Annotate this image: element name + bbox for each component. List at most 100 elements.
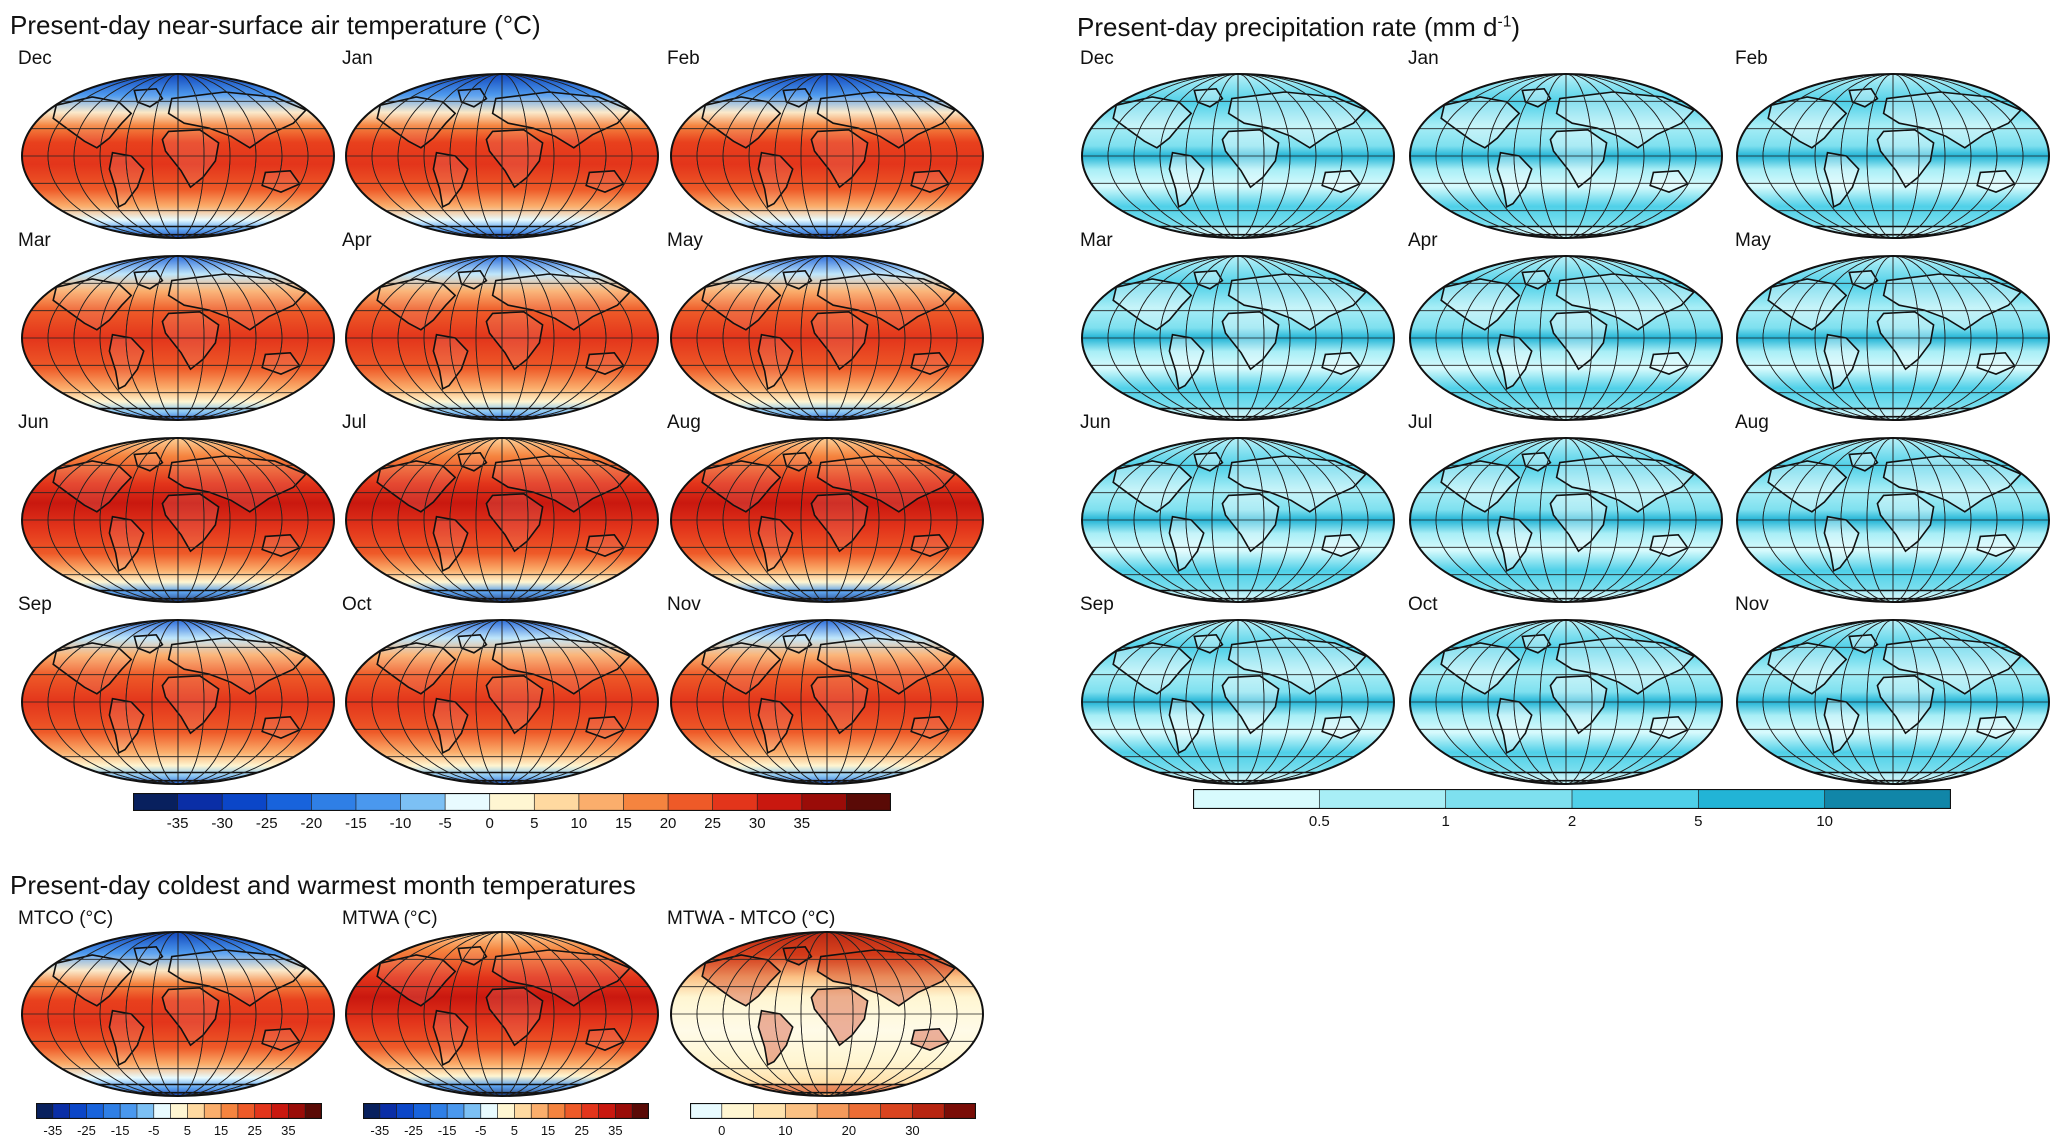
colorbar-swatch <box>119 1103 138 1119</box>
colorbar-swatch <box>271 1103 290 1119</box>
temperature-map-may <box>670 255 984 421</box>
temperature-map-label-jan: Jan <box>342 48 373 69</box>
colorbar-tick-label: -5 <box>147 1123 160 1138</box>
colorbar-tick-label: 10 <box>1816 813 1833 830</box>
colorbar-tick-label: 1 <box>1441 813 1450 830</box>
colorbar-swatch <box>311 793 357 811</box>
colorbar-swatch <box>1318 789 1447 809</box>
colorbar-tick-label: -15 <box>110 1123 130 1138</box>
temperature-map-label-mar: Mar <box>18 230 51 251</box>
colorbar-tick-label: -35 <box>370 1123 390 1138</box>
temperature-map-label-sep: Sep <box>18 594 52 615</box>
colorbar-swatch <box>564 1103 583 1119</box>
precipitation-map-dec <box>1081 73 1395 239</box>
temperature-map-label-dec: Dec <box>18 48 52 69</box>
colorbar-tick-label: 15 <box>213 1123 229 1138</box>
colorbar-tick-label: 35 <box>281 1123 296 1138</box>
mtco-map-label: MTCO (°C) <box>18 908 114 929</box>
colorbar-tick-label: 5 <box>1694 813 1703 830</box>
temperature-map-label-oct: Oct <box>342 594 372 615</box>
temperature-map-sep <box>21 619 335 785</box>
temperature-map-aug <box>670 437 984 603</box>
colorbar-tick-label: -5 <box>438 815 452 832</box>
colorbar-swatch <box>170 1103 189 1119</box>
precipitation-map-label-nov: Nov <box>1735 594 1769 615</box>
colorbar-swatch <box>690 1103 723 1119</box>
colorbar-swatch <box>203 1103 222 1119</box>
precipitation-map-label-sep: Sep <box>1080 594 1114 615</box>
temperature-map-label-aug: Aug <box>667 412 701 433</box>
colorbar-swatch <box>1824 789 1951 809</box>
precipitation-map-label-apr: Apr <box>1408 230 1438 251</box>
colorbar-swatch <box>187 1103 206 1119</box>
precipitation-map-sep <box>1081 619 1395 785</box>
colorbar-swatch <box>237 1103 256 1119</box>
colorbar-swatch <box>615 1103 634 1119</box>
colorbar-swatch <box>1571 789 1700 809</box>
colorbar-tick-label: -35 <box>43 1123 63 1138</box>
colorbar-tick-label: 0 <box>718 1123 726 1138</box>
temperature-map-label-nov: Nov <box>667 594 701 615</box>
temperature-map-label-apr: Apr <box>342 230 372 251</box>
colorbar-swatch <box>254 1103 273 1119</box>
colorbar-swatch <box>497 1103 516 1119</box>
colorbar-swatch <box>578 793 625 811</box>
colorbar-tick-label: -25 <box>77 1123 96 1138</box>
temperature-map-apr <box>345 255 659 421</box>
colorbar-swatch <box>102 1103 121 1119</box>
colorbar-swatch <box>1445 789 1573 809</box>
precipitation-map-label-mar: Mar <box>1080 230 1113 251</box>
precipitation-map-nov <box>1736 619 2050 785</box>
precipitation-map-label-dec: Dec <box>1080 48 1114 69</box>
colorbar-swatch <box>220 1103 239 1119</box>
colorbar-tick-label: 15 <box>615 815 632 832</box>
temperature-map-label-feb: Feb <box>667 48 700 69</box>
colorbar-swatch <box>304 1103 322 1119</box>
colorbar-swatch <box>400 793 446 811</box>
mtco-map <box>21 931 335 1097</box>
precipitation-map-jun <box>1081 437 1395 603</box>
precipitation-colorbar <box>1193 789 1951 809</box>
colorbar-swatch <box>912 1103 946 1119</box>
colorbar-tick-label: 25 <box>247 1123 262 1138</box>
mtwa-minus-mtco-map <box>670 931 984 1097</box>
precipitation-map-label-may: May <box>1735 230 1771 251</box>
colorbar-tick-label: -15 <box>437 1123 457 1138</box>
colorbar-tick-label: -35 <box>166 815 189 832</box>
temperature-map-nov <box>670 619 984 785</box>
colorbar-swatch <box>413 1103 432 1119</box>
precipitation-map-jan <box>1409 73 1723 239</box>
colorbar-swatch <box>136 1103 155 1119</box>
precipitation-map-apr <box>1409 255 1723 421</box>
colorbar-tick-label: 20 <box>841 1123 857 1138</box>
colorbar-swatch <box>463 1103 482 1119</box>
colorbar-swatch <box>581 1103 600 1119</box>
colorbar-tick-label: -5 <box>474 1123 487 1138</box>
colorbar-tick-label: 20 <box>659 815 677 832</box>
colorbar-swatch <box>396 1103 415 1119</box>
colorbar-swatch <box>480 1103 499 1119</box>
temperature-map-oct <box>345 619 659 785</box>
colorbar-swatch <box>363 1103 381 1119</box>
precipitation-map-label-aug: Aug <box>1735 412 1769 433</box>
temperature-colorbar <box>133 793 891 811</box>
colorbar-swatch <box>153 1103 172 1119</box>
colorbar-swatch <box>1193 789 1321 809</box>
mtwa-map <box>345 931 659 1097</box>
colorbar-tick-label: 2 <box>1567 813 1577 830</box>
colorbar-swatch <box>801 793 848 811</box>
precipitation-map-jul <box>1409 437 1723 603</box>
colorbar-tick-label: 30 <box>748 815 766 832</box>
colorbar-tick-label: 25 <box>574 1123 589 1138</box>
temperature-map-jan <box>345 73 659 239</box>
colorbar-swatch <box>36 1103 54 1119</box>
colorbar-swatch <box>598 1103 617 1119</box>
colorbar-swatch <box>623 793 669 811</box>
temperature-map-feb <box>670 73 984 239</box>
colorbar-tick-label: 15 <box>540 1123 556 1138</box>
precipitation-map-may <box>1736 255 2050 421</box>
colorbar-tick-label: -25 <box>404 1123 423 1138</box>
colorbar-swatch <box>489 793 536 811</box>
difference-colorbar <box>690 1103 976 1119</box>
temperature-map-jul <box>345 437 659 603</box>
